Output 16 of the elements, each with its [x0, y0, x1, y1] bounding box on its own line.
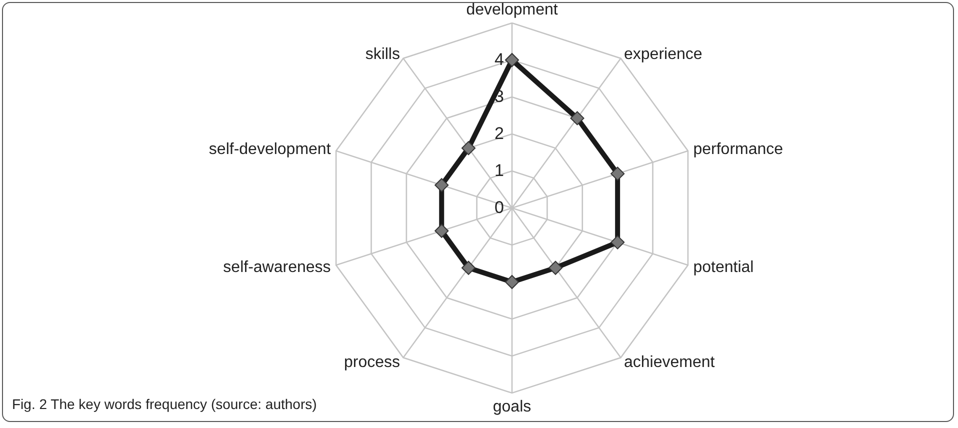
y-tick-label: 3 — [494, 87, 504, 106]
y-tick-label: 0 — [494, 198, 504, 217]
spoke-label: skills — [365, 46, 400, 63]
spoke-label: self-awareness — [223, 258, 331, 276]
spoke-label: goals — [492, 398, 532, 416]
y-tick-label: 2 — [494, 124, 504, 143]
spoke-label: development — [466, 1, 558, 18]
spoke-label: performance — [693, 141, 784, 158]
spoke-label: experience — [624, 46, 702, 63]
caption: Fig. 2 The key words frequency (source: authors) — [12, 396, 317, 412]
spoke-label: achievement — [624, 354, 716, 372]
y-tick-label: 4 — [494, 50, 504, 69]
spoke-label: self-development — [208, 141, 332, 158]
y-tick-label: 1 — [494, 161, 504, 180]
spoke-label: potential — [693, 258, 754, 276]
spoke-label: process — [344, 354, 400, 372]
